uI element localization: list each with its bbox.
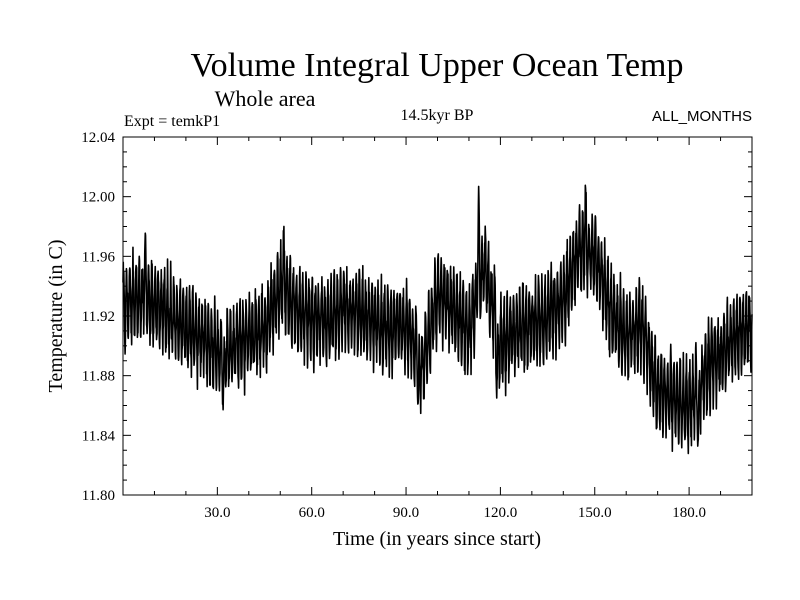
- y-tick-label: 11.80: [82, 488, 115, 504]
- chart-subtitle: Whole area: [215, 86, 316, 111]
- y-tick-label: 11.84: [82, 428, 116, 444]
- experiment-label: Expt = temkP1: [124, 113, 220, 130]
- y-tick-label: 11.96: [82, 249, 116, 265]
- axes-layer: 30.0 60.0 90.0 120.0 150.0 180.0 11.80 11.84 11.…: [81, 130, 753, 521]
- x-tick-label: 30.0: [204, 505, 230, 521]
- chart-title: Volume Integral Upper Ocean Temp: [191, 47, 684, 84]
- x-tick-label: 150.0: [578, 505, 612, 521]
- months-label: ALL_MONTHS: [652, 108, 752, 125]
- period-label: 14.5kyr BP: [401, 107, 474, 124]
- y-tick-label: 11.88: [82, 369, 115, 385]
- y-tick-label: 12.00: [81, 190, 115, 206]
- y-axis-label: Temperature (in C): [45, 240, 67, 393]
- x-tick-label: 60.0: [299, 505, 325, 521]
- series-layer: [122, 184, 753, 455]
- y-tick-label: 12.04: [81, 130, 115, 146]
- x-tick-label: 180.0: [672, 505, 706, 521]
- x-tick-label: 120.0: [484, 505, 518, 521]
- x-tick-label: 90.0: [393, 505, 419, 521]
- series-line: [122, 184, 753, 455]
- y-tick-label: 11.92: [82, 309, 115, 325]
- x-axis-label: Time (in years since start): [333, 528, 541, 550]
